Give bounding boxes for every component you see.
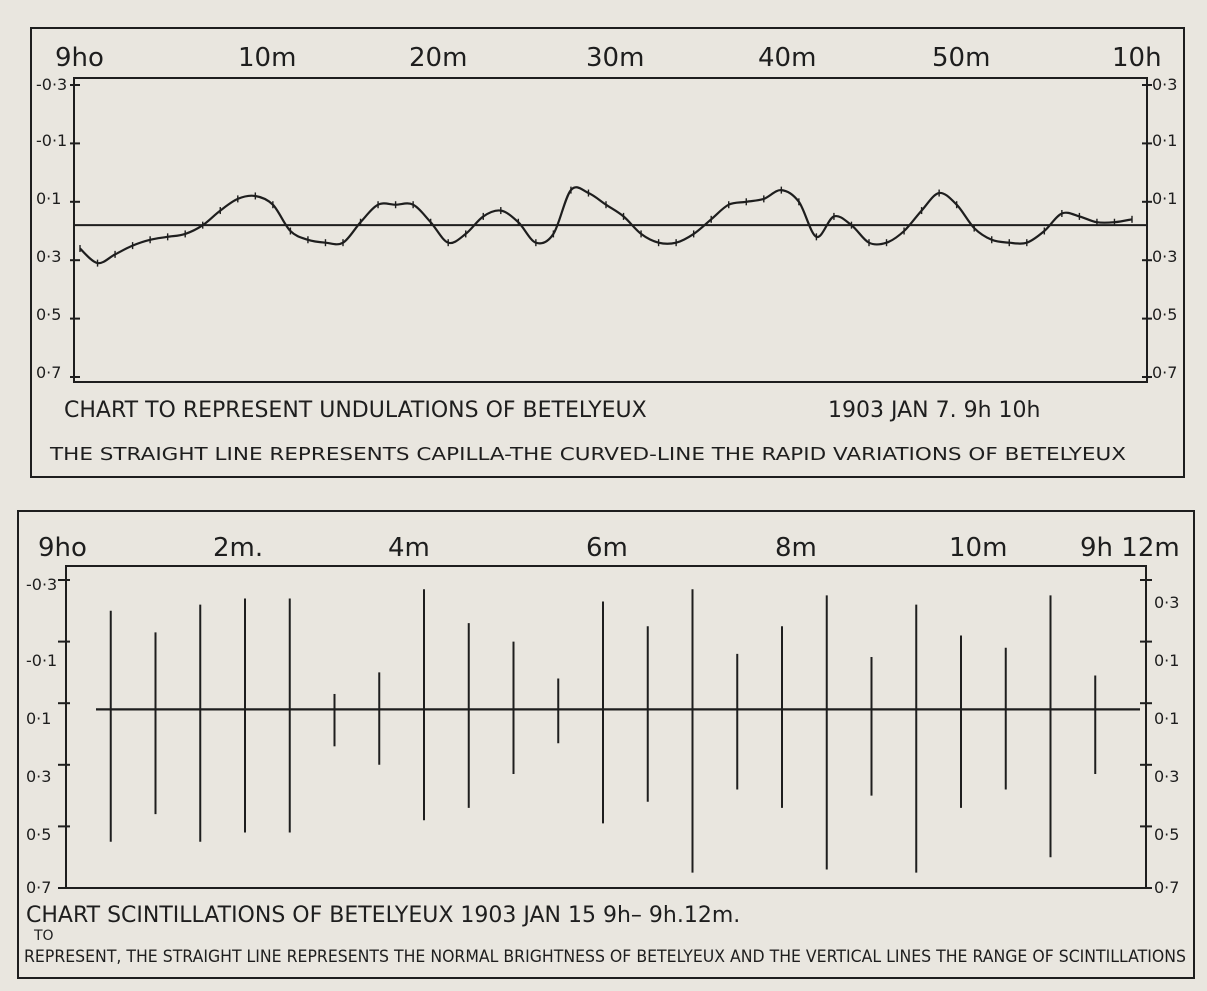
y-tick-label: 0·3 <box>36 247 61 266</box>
y-tick-label: 0·3 <box>1152 247 1177 266</box>
chart1-note: THE STRAIGHT LINE REPRESENTS CAPILLA-THE… <box>49 444 1126 465</box>
bottom-x-tick-label: 2m. <box>213 533 263 563</box>
top-x-tick-labels: 9ho 10m 20m 30m 40m 50m 10h <box>55 43 1162 73</box>
bottom-x-tick-label: 9ho <box>38 533 87 563</box>
top-x-tick-label: 30m <box>586 43 644 73</box>
chart1-caption: CHART TO REPRESENT UNDULATIONS OF BETELY… <box>64 398 647 423</box>
bottom-y-tick-labels-left: -0·3 -0·1 0·1 0·3 0·5 0·7 <box>26 575 57 897</box>
bottom-figure-frame <box>17 510 1195 979</box>
y-tick-label: 0·5 <box>36 305 61 324</box>
y-tick-label: 0·5 <box>26 825 51 844</box>
y-tick-label: 0·7 <box>1154 878 1179 897</box>
y-tick-label: 0·1 <box>26 709 51 728</box>
top-x-tick-label: 9ho <box>55 43 104 73</box>
bottom-x-tick-labels: 9ho 2m. 4m 6m 8m 10m 9h 12m <box>38 533 1180 563</box>
bottom-x-tick-label: 6m <box>586 533 628 563</box>
chart1-date-caption: 1903 JAN 7. 9h 10h <box>828 398 1040 423</box>
y-tick-label: -0·3 <box>36 75 67 94</box>
y-tick-label: 0·1 <box>1152 189 1177 208</box>
y-tick-label: -0·1 <box>26 651 57 670</box>
y-tick-label: 0·7 <box>1152 363 1177 382</box>
top-plot-area <box>73 77 1148 383</box>
y-tick-label: 0·5 <box>1154 825 1179 844</box>
chart2-note: REPRESENT, THE STRAIGHT LINE REPRESENTS … <box>24 947 1186 967</box>
bottom-x-tick-label: 4m <box>388 533 430 563</box>
chart2-caption-to: TO <box>33 928 54 944</box>
y-tick-label: 0·3 <box>1154 767 1179 786</box>
y-tick-label: 0·5 <box>1152 305 1177 324</box>
bottom-plot-area <box>65 565 1147 889</box>
top-x-tick-label: 20m <box>409 43 467 73</box>
top-x-tick-label: 50m <box>932 43 990 73</box>
bottom-x-tick-label: 10m <box>949 533 1007 563</box>
y-tick-label: 0·7 <box>26 878 51 897</box>
y-tick-label: 0·7 <box>36 363 61 382</box>
top-figure-frame <box>30 27 1185 478</box>
y-tick-label: 0·1 <box>1154 709 1179 728</box>
bottom-y-tick-labels-right: 0·3 0·1 0·1 0·3 0·5 0·7 <box>1154 593 1179 897</box>
top-x-tick-label: 10h <box>1112 43 1162 73</box>
y-tick-label: 0·3 <box>1154 593 1179 612</box>
chart2-caption: CHART SCINTILLATIONS OF BETELYEUX 1903 J… <box>26 903 740 928</box>
y-tick-label: -0·1 <box>36 131 67 150</box>
top-y-tick-labels-left: -0·3 -0·1 0·1 0·3 0·5 0·7 <box>36 75 67 382</box>
top-x-tick-label: 10m <box>238 43 296 73</box>
bottom-x-tick-label: 8m <box>775 533 817 563</box>
top-y-tick-labels-right: 0·3 0·1 0·1 0·3 0·5 0·7 <box>1152 75 1177 382</box>
y-tick-label: 0·1 <box>1152 131 1177 150</box>
chart1-marks <box>70 84 1152 378</box>
top-x-tick-label: 40m <box>758 43 816 73</box>
y-tick-label: 0·1 <box>36 189 61 208</box>
bottom-x-tick-label: 9h 12m <box>1080 533 1180 563</box>
y-tick-label: -0·3 <box>26 575 57 594</box>
y-tick-label: 0·1 <box>1154 651 1179 670</box>
y-tick-label: 0·3 <box>26 767 51 786</box>
y-tick-label: 0·3 <box>1152 75 1177 94</box>
chart2-marks <box>58 579 1152 889</box>
